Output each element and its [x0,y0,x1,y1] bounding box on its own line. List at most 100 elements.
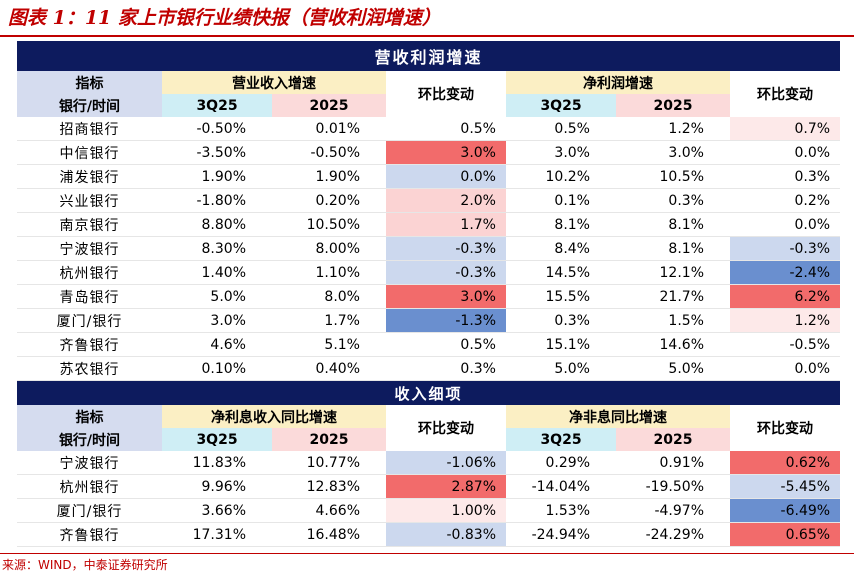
header-3q25: 3Q25 [506,428,616,451]
nii-2025: 16.48% [272,522,386,547]
revenue-2025: 8.0% [272,284,386,309]
bank-name: 浦发银行 [17,164,162,189]
net-profit-3q25: 8.4% [506,236,616,261]
net-profit-3q25: 14.5% [506,260,616,285]
revenue-qoq-change: 3.0% [386,140,506,165]
table-row: 齐鲁银行 4.6% 5.1% 0.5% 15.1% 14.6% -0.5% [17,332,841,357]
section-banner-revenue-profit: 营收利润增速 [17,41,841,71]
revenue-2025: 1.90% [272,164,386,189]
revenue-3q25: 3.0% [162,308,272,333]
non-interest-3q25: -14.04% [506,474,616,499]
revenue-qoq-change: 1.7% [386,212,506,237]
header-2025: 2025 [616,94,730,117]
header-3q25: 3Q25 [506,94,616,117]
title-divider [0,35,854,37]
table-row: 青岛银行 5.0% 8.0% 3.0% 15.5% 21.7% 6.2% [17,284,841,309]
table-row: 浦发银行 1.90% 1.90% 0.0% 10.2% 10.5% 0.3% [17,164,841,189]
performance-table: 营收利润增速 指标 营业收入增速 环比变动 净利润增速 环比变动 银行/时间 3… [17,41,841,547]
revenue-qoq-change: 3.0% [386,284,506,309]
table-row: 杭州银行 1.40% 1.10% -0.3% 14.5% 12.1% -2.4% [17,260,841,285]
net-profit-qoq-change: 0.0% [730,140,841,165]
revenue-3q25: 8.30% [162,236,272,261]
header-qoq-change: 环比变动 [386,71,506,117]
bank-name: 招商银行 [17,117,162,141]
section-banner-income-breakdown: 收入细项 [17,380,841,405]
header-2025: 2025 [272,428,386,451]
net-profit-2025: 12.1% [616,260,730,285]
net-profit-3q25: 0.1% [506,188,616,213]
revenue-qoq-change: 0.5% [386,117,506,141]
footer-divider [0,553,854,554]
net-profit-qoq-change: 0.0% [730,356,841,381]
net-profit-qoq-change: 6.2% [730,284,841,309]
header-indicator: 指标 [17,405,162,428]
non-interest-2025: 0.91% [616,451,730,475]
revenue-qoq-change: 2.0% [386,188,506,213]
net-profit-3q25: 3.0% [506,140,616,165]
revenue-3q25: 4.6% [162,332,272,357]
net-profit-2025: 5.0% [616,356,730,381]
table-row: 苏农银行 0.10% 0.40% 0.3% 5.0% 5.0% 0.0% [17,356,841,381]
net-profit-qoq-change: 0.0% [730,212,841,237]
bank-name: 苏农银行 [17,356,162,381]
nii-2025: 12.83% [272,474,386,499]
bank-name: 厦门/银行 [17,498,162,523]
non-interest-2025: -24.29% [616,522,730,547]
revenue-2025: 5.1% [272,332,386,357]
revenue-3q25: 8.80% [162,212,272,237]
nii-3q25: 9.96% [162,474,272,499]
header-bank-period: 银行/时间 [17,94,162,117]
bank-name: 青岛银行 [17,284,162,309]
net-profit-qoq-change: 0.2% [730,188,841,213]
net-profit-3q25: 15.5% [506,284,616,309]
revenue-3q25: 1.40% [162,260,272,285]
non-interest-qoq-change: -5.45% [730,474,841,499]
net-profit-2025: 14.6% [616,332,730,357]
nii-qoq-change: 2.87% [386,474,506,499]
revenue-qoq-change: 0.0% [386,164,506,189]
nii-3q25: 11.83% [162,451,272,475]
revenue-3q25: -3.50% [162,140,272,165]
net-profit-qoq-change: -0.3% [730,236,841,261]
nii-3q25: 3.66% [162,498,272,523]
non-interest-qoq-change: 0.65% [730,522,841,547]
page-title: 图表 1：11 家上市银行业绩快报（营收利润增速） [8,7,441,29]
table-row: 厦门/银行 3.66% 4.66% 1.00% 1.53% -4.97% -6.49% [17,498,841,523]
net-profit-3q25: 5.0% [506,356,616,381]
non-interest-2025: -4.97% [616,498,730,523]
non-interest-qoq-change: 0.62% [730,451,841,475]
revenue-qoq-change: -0.3% [386,260,506,285]
table-row: 齐鲁银行 17.31% 16.48% -0.83% -24.94% -24.29% 0.65… [17,522,841,547]
net-profit-2025: 1.5% [616,308,730,333]
net-profit-3q25: 15.1% [506,332,616,357]
net-profit-qoq-change: 0.3% [730,164,841,189]
revenue-2025: 0.01% [272,117,386,141]
revenue-2025: 1.10% [272,260,386,285]
net-profit-3q25: 0.5% [506,117,616,141]
non-interest-2025: -19.50% [616,474,730,499]
revenue-3q25: 0.10% [162,356,272,381]
table-row: 招商银行 -0.50% 0.01% 0.5% 0.5% 1.2% 0.7% [17,117,841,141]
non-interest-qoq-change: -6.49% [730,498,841,523]
nii-qoq-change: -0.83% [386,522,506,547]
table-row: 宁波银行 11.83% 10.77% -1.06% 0.29% 0.91% 0.62% [17,451,841,475]
net-profit-2025: 10.5% [616,164,730,189]
bank-name: 齐鲁银行 [17,332,162,357]
bank-name: 厦门/银行 [17,308,162,333]
table-row: 兴业银行 -1.80% 0.20% 2.0% 0.1% 0.3% 0.2% [17,188,841,213]
net-profit-qoq-change: 0.7% [730,117,841,141]
revenue-2025: 1.7% [272,308,386,333]
net-profit-2025: 8.1% [616,212,730,237]
header-group-revenue-growth: 营业收入增速 [162,71,386,94]
header-group-net-profit-growth: 净利润增速 [506,71,730,94]
header-qoq-change: 环比变动 [730,405,841,451]
header-indicator: 指标 [17,71,162,94]
revenue-3q25: -1.80% [162,188,272,213]
bank-name: 宁波银行 [17,236,162,261]
revenue-2025: -0.50% [272,140,386,165]
table-row: 杭州银行 9.96% 12.83% 2.87% -14.04% -19.50% -5.45% [17,474,841,499]
bank-name: 南京银行 [17,212,162,237]
net-profit-2025: 1.2% [616,117,730,141]
table-row: 中信银行 -3.50% -0.50% 3.0% 3.0% 3.0% 0.0% [17,140,841,165]
nii-2025: 10.77% [272,451,386,475]
